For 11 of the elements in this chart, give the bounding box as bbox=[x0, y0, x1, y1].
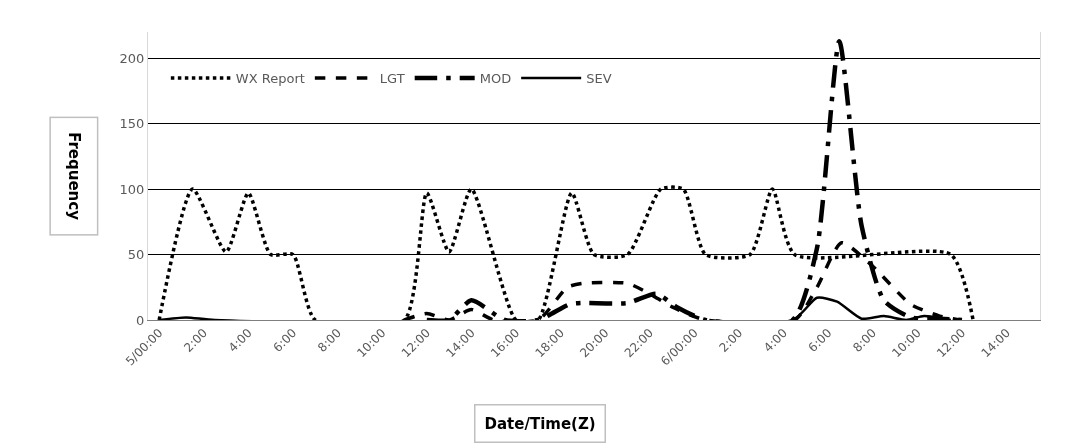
y-tick-label: 100 bbox=[119, 181, 145, 197]
legend-label: WX Report bbox=[235, 71, 305, 87]
y-tick-label: 50 bbox=[127, 247, 145, 263]
y-tick-label: 150 bbox=[119, 116, 145, 132]
legend-label: MOD bbox=[479, 71, 512, 87]
y-tick-label: 0 bbox=[136, 312, 145, 328]
y-tick-label: 200 bbox=[119, 50, 145, 66]
legend-label: SEV bbox=[586, 71, 612, 87]
y-axis-title: Frequency bbox=[64, 132, 83, 221]
legend-label: LGT bbox=[379, 71, 405, 87]
x-axis-title: Date/Time(Z) bbox=[484, 414, 596, 433]
